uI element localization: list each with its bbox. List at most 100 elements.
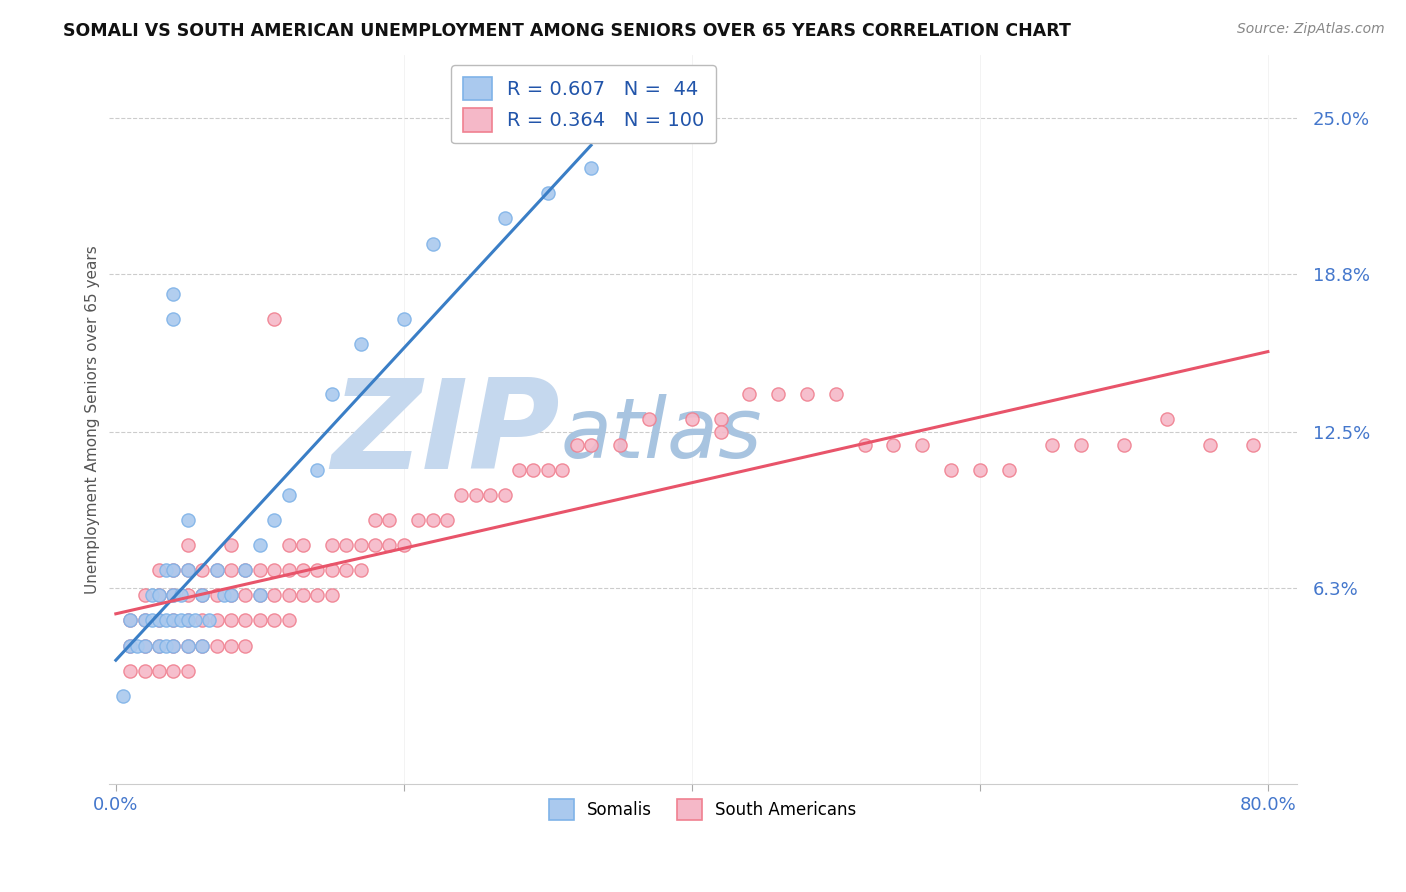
- Point: [494, 488, 516, 502]
- Point: [177, 639, 200, 653]
- Point: [1156, 412, 1178, 426]
- Point: [263, 614, 285, 628]
- Point: [551, 463, 574, 477]
- Point: [219, 639, 242, 653]
- Point: [364, 538, 387, 552]
- Point: [120, 664, 142, 678]
- Point: [212, 588, 235, 602]
- Point: [537, 463, 560, 477]
- Point: [508, 463, 530, 477]
- Point: [249, 614, 271, 628]
- Point: [162, 614, 184, 628]
- Point: [292, 538, 315, 552]
- Point: [307, 588, 329, 602]
- Point: [911, 437, 934, 451]
- Point: [235, 588, 257, 602]
- Text: Source: ZipAtlas.com: Source: ZipAtlas.com: [1237, 22, 1385, 37]
- Point: [422, 236, 444, 251]
- Point: [565, 437, 588, 451]
- Point: [162, 312, 184, 326]
- Point: [579, 161, 602, 176]
- Point: [249, 538, 271, 552]
- Point: [148, 639, 170, 653]
- Point: [120, 614, 142, 628]
- Point: [392, 312, 415, 326]
- Point: [219, 563, 242, 577]
- Point: [681, 412, 703, 426]
- Point: [162, 588, 184, 602]
- Point: [263, 312, 285, 326]
- Point: [141, 614, 163, 628]
- Point: [263, 588, 285, 602]
- Point: [177, 563, 200, 577]
- Point: [148, 614, 170, 628]
- Point: [1040, 437, 1063, 451]
- Point: [205, 563, 228, 577]
- Point: [494, 211, 516, 226]
- Point: [235, 639, 257, 653]
- Point: [637, 412, 659, 426]
- Y-axis label: Unemployment Among Seniors over 65 years: Unemployment Among Seniors over 65 years: [86, 245, 100, 594]
- Point: [177, 614, 200, 628]
- Point: [277, 538, 299, 552]
- Point: [120, 639, 142, 653]
- Point: [292, 563, 315, 577]
- Point: [853, 437, 876, 451]
- Point: [162, 639, 184, 653]
- Point: [939, 463, 962, 477]
- Point: [249, 588, 271, 602]
- Point: [162, 588, 184, 602]
- Point: [307, 463, 329, 477]
- Point: [579, 437, 602, 451]
- Point: [235, 563, 257, 577]
- Point: [335, 563, 357, 577]
- Point: [364, 513, 387, 527]
- Point: [134, 639, 156, 653]
- Point: [406, 513, 429, 527]
- Point: [710, 412, 733, 426]
- Point: [307, 563, 329, 577]
- Point: [162, 639, 184, 653]
- Point: [796, 387, 818, 401]
- Point: [191, 563, 214, 577]
- Point: [155, 563, 177, 577]
- Point: [1199, 437, 1222, 451]
- Legend: Somalis, South Americans: Somalis, South Americans: [543, 793, 863, 826]
- Point: [422, 513, 444, 527]
- Point: [378, 513, 401, 527]
- Point: [219, 588, 242, 602]
- Point: [205, 563, 228, 577]
- Point: [162, 286, 184, 301]
- Point: [738, 387, 761, 401]
- Point: [464, 488, 486, 502]
- Point: [134, 588, 156, 602]
- Point: [169, 588, 191, 602]
- Point: [969, 463, 991, 477]
- Point: [148, 664, 170, 678]
- Point: [148, 614, 170, 628]
- Point: [191, 588, 214, 602]
- Point: [277, 563, 299, 577]
- Point: [205, 588, 228, 602]
- Point: [768, 387, 790, 401]
- Point: [321, 588, 343, 602]
- Point: [177, 538, 200, 552]
- Point: [235, 563, 257, 577]
- Point: [292, 588, 315, 602]
- Point: [277, 588, 299, 602]
- Point: [997, 463, 1019, 477]
- Point: [191, 639, 214, 653]
- Point: [537, 186, 560, 201]
- Point: [162, 563, 184, 577]
- Point: [219, 588, 242, 602]
- Point: [141, 588, 163, 602]
- Point: [191, 639, 214, 653]
- Point: [134, 664, 156, 678]
- Point: [148, 588, 170, 602]
- Point: [350, 563, 373, 577]
- Point: [177, 513, 200, 527]
- Point: [191, 588, 214, 602]
- Point: [249, 588, 271, 602]
- Point: [162, 664, 184, 678]
- Point: [148, 588, 170, 602]
